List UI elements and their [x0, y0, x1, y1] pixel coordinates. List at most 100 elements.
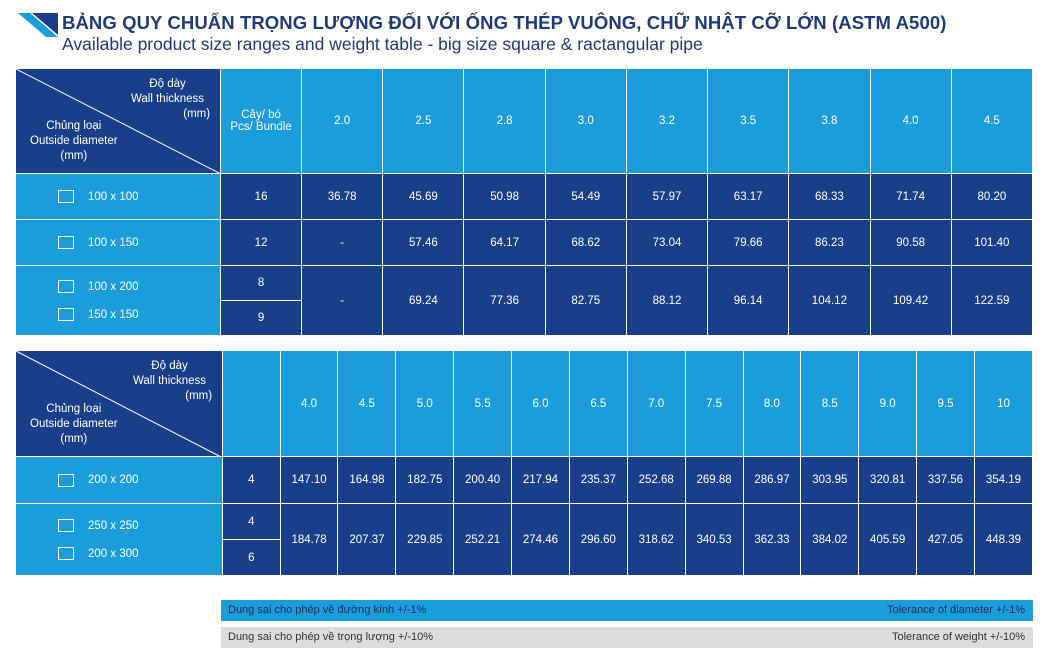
header-diagonal-line — [16, 69, 221, 174]
weight-cell: 71.74 — [870, 174, 952, 220]
thickness-header-cell: 9.5 — [917, 351, 975, 457]
type-vn-text: Chủng loại — [46, 403, 102, 415]
weight-table-2: Độ dày Wall thickness (mm) Chủng loại Outsid… — [16, 351, 1033, 576]
weight-cell: 82.75 — [545, 266, 627, 336]
bundle-en-text: Pcs/ Bundle — [230, 121, 292, 133]
bundle-cell: 12 — [221, 220, 303, 266]
thickness-header-cell: 4.0 — [870, 69, 952, 174]
thickness-en-text: Wall thickness — [130, 93, 205, 105]
header-corner-cell: Độ dày Wall thickness (mm) Chủng loại Outsid… — [16, 351, 224, 457]
size-line: 100 x 150 — [16, 229, 220, 257]
weight-cell: 286.97 — [743, 457, 802, 504]
weight-cell: 90.58 — [870, 220, 952, 266]
thickness-header-cell: 5.0 — [396, 351, 455, 457]
size-line: 250 x 250 — [16, 512, 222, 540]
thickness-header-cell: 9.0 — [859, 351, 918, 457]
weight-cell: - — [302, 220, 384, 266]
bundle-header-cell — [223, 351, 281, 457]
thickness-header-cell: 10 — [974, 351, 1033, 457]
thickness-unit-text: (mm) — [185, 390, 213, 402]
weight-cell: 54.49 — [545, 174, 627, 220]
size-cell: 100 x 100 — [16, 174, 222, 220]
bundle-cell: 16 — [221, 174, 303, 220]
bundle-cell: 8 — [221, 266, 303, 301]
weight-cell: 207.37 — [338, 504, 397, 576]
bundle-cell: 4 — [223, 504, 281, 540]
weight-cell: 64.17 — [464, 220, 546, 266]
table-row: 9 — [16, 301, 1033, 336]
weight-cell: 182.75 — [396, 457, 455, 504]
weight-cell: 217.94 — [512, 457, 570, 504]
weight-cell: 164.98 — [338, 457, 397, 504]
wall-thickness-label: Độ dày Wall thickness (mm) — [133, 359, 212, 404]
tolerance-diameter-bar: Dung sai cho phép về đường kính +/-1% To… — [221, 600, 1033, 621]
weight-cell: 88.12 — [626, 266, 709, 336]
checkbox-icon — [58, 190, 74, 203]
thickness-header-cell: 3.8 — [789, 69, 871, 174]
weight-cell: 57.46 — [383, 220, 465, 266]
header-row: Độ dày Wall thickness (mm) Chủng loại Outsid… — [16, 69, 1033, 174]
thickness-header-cell: 7.5 — [685, 351, 744, 457]
type-vn-text: Chủng loại — [46, 120, 102, 132]
tolerance-weight-en: Tolerance of weight +/-10% — [892, 631, 1025, 643]
size-line: 150 x 150 — [16, 301, 220, 329]
thickness-header-cell: 8.5 — [801, 351, 860, 457]
size-line: 100 x 100 — [16, 183, 220, 211]
table-row: 200 x 200 4 147.10 164.98 182.75 200.40 217.94… — [16, 457, 1033, 504]
bundle-cell: 4 — [223, 457, 281, 504]
weight-cell: 274.46 — [512, 504, 570, 576]
weight-cell: 252.68 — [627, 457, 686, 504]
checkbox-icon — [58, 308, 74, 321]
size-label: 200 x 200 — [88, 474, 139, 486]
thickness-header-cell: 4.5 — [338, 351, 397, 457]
thickness-header-cell: 6.5 — [569, 351, 628, 457]
thickness-header-cell: 2.5 — [383, 69, 465, 174]
weight-cell: 405.59 — [859, 504, 918, 576]
weight-cell: 63.17 — [708, 174, 790, 220]
weight-cell: 448.39 — [974, 504, 1033, 576]
thickness-header-cell: 2.8 — [464, 69, 546, 174]
thickness-unit-text: (mm) — [183, 108, 211, 120]
thickness-header-cell: 4.0 — [280, 351, 339, 457]
weight-cell: 184.78 — [280, 504, 339, 576]
weight-cell: 318.62 — [627, 504, 686, 576]
checkbox-icon — [58, 547, 74, 560]
size-label: 200 x 300 — [88, 547, 139, 560]
type-en-text: Outside diameter — [30, 135, 118, 147]
thickness-header-cell: 3.5 — [708, 69, 790, 174]
weight-cell: 252.21 — [454, 504, 513, 576]
weight-cell: 427.05 — [917, 504, 975, 576]
type-en-text: Outside diameter — [30, 418, 118, 430]
size-label: 100 x 200 — [88, 280, 139, 293]
thickness-header-cell: 2.0 — [302, 69, 384, 174]
weight-cell: 50.98 — [464, 174, 546, 220]
size-label: 150 x 150 — [88, 308, 139, 321]
header-row: Độ dày Wall thickness (mm) Chủng loại Outsid… — [16, 351, 1033, 457]
bundle-cell: 6 — [223, 540, 281, 576]
size-line: 100 x 200 — [16, 273, 220, 301]
thickness-header-cell: 7.0 — [627, 351, 686, 457]
title-arrow-icon — [18, 13, 58, 37]
weight-cell: 340.53 — [685, 504, 744, 576]
type-unit-text: (mm) — [60, 433, 88, 445]
weight-cell: 69.24 — [383, 266, 465, 336]
checkbox-icon — [58, 519, 74, 532]
tolerance-diameter-vn: Dung sai cho phép về đường kính +/-1% — [228, 604, 427, 616]
weight-cell: 79.66 — [708, 220, 790, 266]
weight-cell: 384.02 — [801, 504, 860, 576]
thickness-vn-text: Độ dày — [151, 360, 188, 372]
page-title: BẢNG QUY CHUẨN TRỌNG LƯỢNG ĐỐI VỚI ỐNG T… — [62, 12, 947, 33]
size-cell: 100 x 200 150 x 150 — [16, 266, 222, 336]
weight-cell: - — [302, 266, 384, 336]
weight-cell: 104.12 — [789, 266, 871, 336]
header-corner-cell: Độ dày Wall thickness (mm) Chủng loại Outsid… — [16, 69, 222, 174]
table-row: 100 x 150 12-57.46 64.17 68.62 73.04 79.66 86.… — [16, 220, 1033, 266]
weight-cell: 77.36 — [464, 266, 546, 336]
page-subtitle: Available product size ranges and weight… — [62, 34, 703, 54]
weight-cell: 68.33 — [789, 174, 871, 220]
weight-cell: 296.60 — [569, 504, 628, 576]
weight-cell: 303.95 — [801, 457, 860, 504]
weight-cell: 73.04 — [626, 220, 709, 266]
thickness-header-cell: 5.5 — [454, 351, 513, 457]
weight-cell: 122.59 — [951, 266, 1033, 336]
